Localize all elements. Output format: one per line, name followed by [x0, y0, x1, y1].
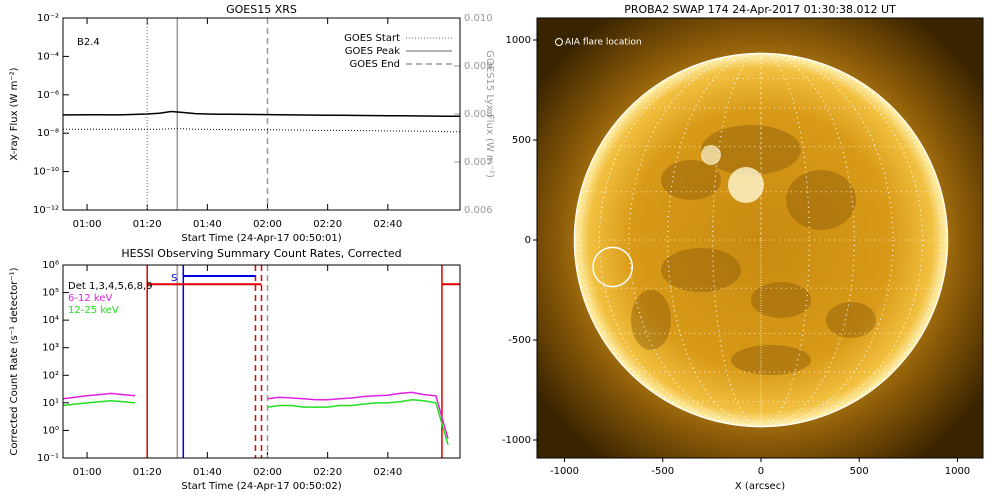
limb — [573, 52, 949, 428]
x-tick-label: 01:20 — [133, 219, 162, 230]
meridian — [598, 52, 924, 428]
x-tick-label: 02:20 — [313, 467, 342, 478]
y-tick-label: 10⁶ — [42, 260, 59, 271]
x-axis-label: X (arcsec) — [735, 481, 785, 492]
y-tick-label: 1000 — [506, 35, 531, 46]
x-tick-label: -500 — [651, 466, 674, 477]
chart-title: PROBA2 SWAP 174 24-Apr-2017 01:30:38.012… — [624, 3, 896, 16]
x-tick-label: 01:20 — [133, 467, 162, 478]
x-tick-label: 0 — [758, 466, 764, 477]
dark-region — [825, 302, 876, 338]
y-tick-label: 10⁵ — [42, 288, 59, 299]
y2-tick-label: 0.010 — [464, 13, 493, 24]
dark-region — [750, 282, 811, 318]
x-tick-label: 02:40 — [373, 219, 402, 230]
active-region — [727, 167, 764, 203]
dark-region — [730, 345, 811, 375]
y-tick-label: 10⁻¹² — [33, 205, 59, 216]
x-tick-label: 01:40 — [193, 467, 222, 478]
x-axis-label: Start Time (24-Apr-17 00:50:01) — [181, 233, 341, 244]
legend-label: 6-12 keV — [68, 293, 112, 304]
chart-title: GOES15 XRS — [226, 3, 297, 16]
x-tick-label: -1000 — [550, 466, 579, 477]
y-tick-label: 10⁰ — [42, 425, 59, 436]
flare-marker — [592, 246, 634, 288]
x-axis-label: Start Time (24-Apr-17 00:50:02) — [181, 481, 341, 492]
x-tick-label: 02:20 — [313, 219, 342, 230]
y-axis-label: X-ray Flux (W m⁻²) — [9, 67, 20, 160]
y-tick-label: 10⁴ — [42, 315, 59, 326]
y2-tick-label: 0.009 — [464, 61, 493, 72]
legend-label: GOES Start — [344, 33, 400, 44]
y-tick-label: -1000 — [502, 435, 531, 446]
active-region — [700, 145, 721, 165]
x-tick-label: 1000 — [945, 466, 970, 477]
series-line — [63, 110, 461, 118]
y-tick-label: 10¹ — [42, 398, 59, 409]
legend-label: GOES End — [350, 59, 400, 70]
series-line — [62, 391, 449, 439]
plot-frame — [62, 264, 461, 459]
legend-label: GOES Peak — [345, 46, 400, 57]
y-tick-label: 500 — [512, 135, 531, 146]
solar-image — [537, 18, 983, 458]
plot-frame — [536, 17, 984, 459]
chart-title: HESSI Observing Summary Count Rates, Cor… — [121, 247, 401, 260]
x-tick-label: 500 — [850, 466, 869, 477]
series-line — [63, 128, 460, 133]
y-tick-label: 10⁻¹⁰ — [33, 167, 59, 178]
y2-tick-label: 0.008 — [464, 109, 493, 120]
x-tick-label: 02:00 — [253, 219, 282, 230]
annotation: B2.4 — [77, 37, 100, 48]
y-tick-label: 10⁻⁴ — [37, 51, 59, 62]
y-tick-label: -500 — [508, 335, 531, 346]
x-tick-label: 02:40 — [373, 467, 402, 478]
legend-title: Det 1,3,4,5,6,8,9 — [68, 281, 153, 292]
dark-region — [630, 290, 671, 350]
x-tick-label: 01:00 — [73, 467, 102, 478]
legend-label: 12-25 keV — [68, 305, 119, 316]
series-line — [62, 398, 449, 446]
dark-region — [660, 160, 721, 200]
x-tick-label: 02:00 — [253, 467, 282, 478]
legend-symbol — [555, 38, 563, 46]
y-tick-label: 10² — [42, 370, 59, 381]
dark-region — [785, 170, 856, 230]
plot-frame — [62, 17, 461, 211]
y-tick-label: 10⁻⁶ — [37, 90, 59, 101]
dark-region — [660, 248, 741, 292]
flag-label: S — [171, 273, 177, 284]
y2-tick-label: 0.006 — [464, 205, 493, 216]
dark-region — [700, 125, 801, 175]
y-tick-label: 10⁻² — [37, 13, 59, 24]
y-tick-label: 10⁻¹ — [37, 453, 59, 464]
flare-label: AIA flare location — [565, 38, 642, 48]
y-tick-label: 10⁻⁸ — [37, 128, 59, 139]
y-axis-label: Corrected Count Rate (s⁻¹ detector⁻¹) — [9, 267, 20, 455]
y2-tick-label: 0.007 — [464, 157, 493, 168]
y-tick-label: 10³ — [42, 343, 59, 354]
y2-axis-label: GOES15 Lyx Flux (W m⁻²) — [484, 50, 495, 178]
x-tick-label: 01:00 — [73, 219, 102, 230]
x-tick-label: 01:40 — [193, 219, 222, 230]
y-tick-label: 0 — [525, 235, 531, 246]
